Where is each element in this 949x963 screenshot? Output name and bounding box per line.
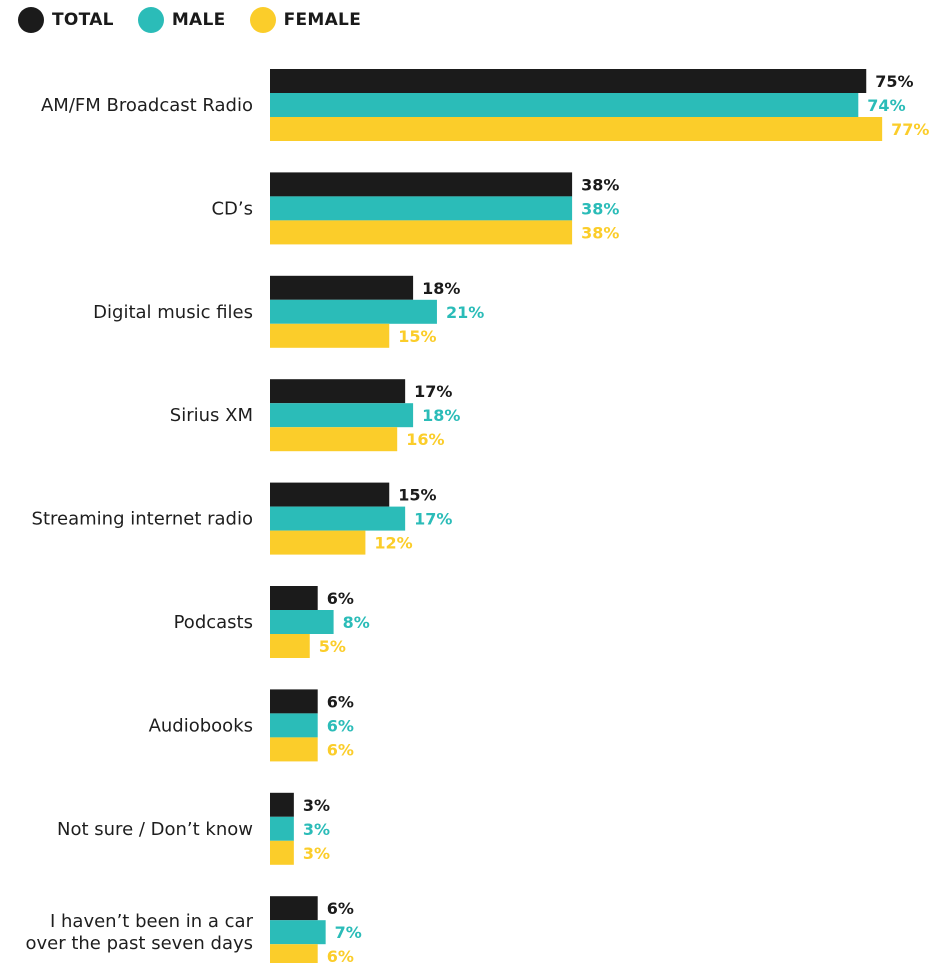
value-label-total: 15% xyxy=(398,486,436,505)
category-label: AM/FM Broadcast Radio xyxy=(41,95,253,116)
value-label-female: 6% xyxy=(327,947,354,963)
bar-male xyxy=(270,299,437,324)
bar-male xyxy=(270,816,294,841)
bar-total xyxy=(270,792,294,817)
legend-label-female: FEMALE xyxy=(283,10,362,30)
category-label: Digital music files xyxy=(93,302,253,323)
value-label-total: 38% xyxy=(581,175,619,194)
value-label-male: 6% xyxy=(327,716,354,735)
value-label-total: 17% xyxy=(414,382,452,401)
bar-female xyxy=(270,737,318,762)
value-label-female: 77% xyxy=(891,120,929,139)
bar-female xyxy=(270,840,294,865)
bar-total xyxy=(270,275,414,300)
bar-male xyxy=(270,920,326,945)
value-label-male: 3% xyxy=(303,820,330,839)
bar-total xyxy=(270,689,318,714)
bar-female xyxy=(270,220,573,245)
value-label-male: 17% xyxy=(414,510,452,529)
legend-swatch-female xyxy=(249,7,276,33)
value-label-total: 3% xyxy=(303,796,330,815)
bar-total xyxy=(270,172,573,197)
category-label: Not sure / Don’t know xyxy=(57,819,253,840)
value-label-female: 16% xyxy=(406,430,444,449)
category-label: Audiobooks xyxy=(149,715,253,736)
value-label-male: 8% xyxy=(343,613,370,632)
bar-total xyxy=(270,69,867,93)
value-label-female: 5% xyxy=(319,637,346,656)
category-label: Podcasts xyxy=(174,612,253,633)
bar-female xyxy=(270,944,318,963)
bar-total xyxy=(270,896,318,921)
value-label-total: 6% xyxy=(327,589,354,608)
legend: TOTAL MALE FEMALE xyxy=(18,6,385,34)
value-label-male: 18% xyxy=(422,406,460,425)
value-label-total: 75% xyxy=(875,72,913,91)
bar-female xyxy=(270,634,310,658)
legend-item-male: MALE xyxy=(137,7,226,33)
legend-swatch-total xyxy=(18,7,44,33)
bar-male xyxy=(270,93,859,117)
value-label-female: 15% xyxy=(398,327,436,346)
category-label: CD’s xyxy=(211,198,253,219)
bar-total xyxy=(270,586,318,610)
value-label-male: 7% xyxy=(335,923,362,942)
legend-swatch-male xyxy=(137,7,164,33)
category-label: Sirius XM xyxy=(170,405,253,426)
bar-female xyxy=(270,530,366,555)
value-label-male: 74% xyxy=(867,96,905,115)
value-label-male: 21% xyxy=(446,303,484,322)
bar-male xyxy=(270,610,334,634)
legend-label-male: MALE xyxy=(171,10,226,30)
bar-female xyxy=(270,323,390,348)
value-label-female: 6% xyxy=(327,740,354,759)
legend-item-total: TOTAL xyxy=(18,7,114,33)
bar-male xyxy=(270,196,573,221)
value-label-total: 6% xyxy=(327,899,354,918)
bar-total xyxy=(270,482,390,507)
category-label: I haven’t been in a car xyxy=(50,911,254,932)
value-label-female: 3% xyxy=(303,844,330,863)
bar-male xyxy=(270,506,406,531)
bar-male xyxy=(270,403,414,428)
bar-female xyxy=(270,427,398,452)
bar-total xyxy=(270,379,406,404)
bar-male xyxy=(270,713,318,738)
value-label-female: 12% xyxy=(374,534,412,553)
value-label-male: 38% xyxy=(581,199,619,218)
category-label: over the past seven days xyxy=(25,933,253,954)
bar-female xyxy=(270,117,883,141)
value-label-female: 38% xyxy=(581,223,619,242)
value-label-total: 18% xyxy=(422,279,460,298)
category-label: Streaming internet radio xyxy=(32,509,253,530)
legend-label-total: TOTAL xyxy=(52,10,114,30)
value-label-total: 6% xyxy=(327,692,354,711)
legend-item-female: FEMALE xyxy=(249,7,362,33)
